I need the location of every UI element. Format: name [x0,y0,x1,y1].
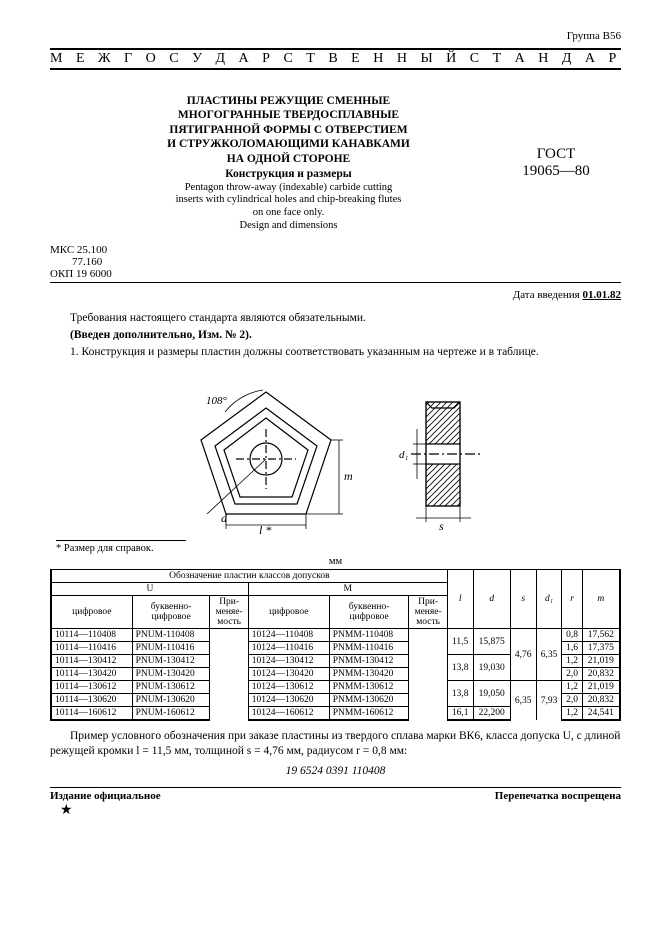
dimensions-table: Обозначение пластин классов допусков l d… [50,569,621,721]
footnote-ref-size: * Размер для справок. [56,540,186,554]
footer-right: Перепечатка воспрещена [495,790,621,802]
pentagon-front-view-icon: 108° d m l * [171,374,361,534]
body-paragraphs: Требования настоящего стандарта являются… [50,311,621,360]
star-mark: ★ [60,802,621,819]
title-en: Pentagon throw-away (indexable) carbide … [90,182,487,232]
effective-date: Дата введения 01.01.82 [50,289,621,301]
title-ru: ПЛАСТИНЫ РЕЖУЩИЕ СМЕННЫЕ МНОГОГРАННЫЕ ТВ… [90,94,487,166]
d1-label: d₁ [399,449,409,461]
footer-left: Издание официальное [50,790,161,802]
group-label: Группа В56 [50,30,621,42]
subtitle-ru: Конструкция и размеры [90,168,487,180]
technical-drawing: 108° d m l * [50,374,621,534]
pentagon-side-view-icon: d₁ s [391,374,501,534]
classification-codes: МКС 25.100 77.160 ОКП 19 6000 [50,244,621,280]
table-row: 10114—130612 PNUM-130612 10124—130612 PN… [51,681,620,694]
m-label: m [344,469,353,483]
angle-label: 108° [206,395,228,407]
example-designation-code: 19 6524 0391 110408 [50,765,621,777]
interstate-standard-title: М Е Ж Г О С У Д А Р С Т В Е Н Н Ы Й С Т … [50,48,621,70]
s-label: s [439,519,444,533]
header-block: ПЛАСТИНЫ РЕЖУЩИЕ СМЕННЫЕ МНОГОГРАННЫЕ ТВ… [50,90,621,236]
example-designation-text: Пример условного обозначения при заказе … [50,729,621,759]
l-label: l * [259,523,271,534]
gost-number-block: ГОСТ 19065—80 [491,90,621,236]
page-footer: Издание официальное Перепечатка воспреще… [50,788,621,802]
units-mm: мм [50,556,621,567]
table-row: 10114—110408 PNUM-110408 10124—110408 PN… [51,629,620,642]
d-label: d [221,511,228,525]
